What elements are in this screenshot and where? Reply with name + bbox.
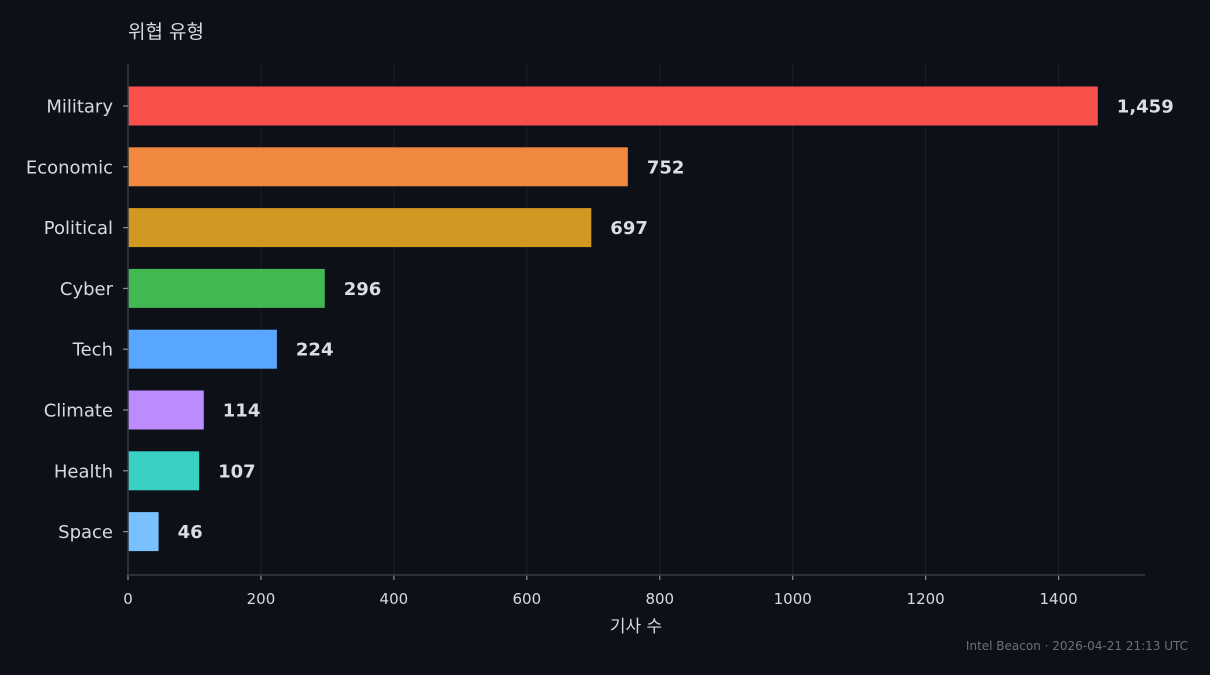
- y-tick-label-tech: Tech: [72, 340, 113, 361]
- bars: [128, 86, 1098, 552]
- value-label-military: 1,459: [1117, 97, 1174, 118]
- bar-military: [128, 86, 1098, 126]
- bar-political: [128, 208, 592, 248]
- y-tick-label-political: Political: [44, 218, 113, 239]
- bar-cyber: [128, 268, 325, 308]
- bar-health: [128, 451, 200, 491]
- axes: [123, 64, 1145, 580]
- x-tick-label: 200: [247, 590, 276, 608]
- y-tick-label-cyber: Cyber: [60, 279, 114, 300]
- bar-climate: [128, 390, 204, 430]
- y-tick-label-space: Space: [58, 522, 113, 543]
- value-label-space: 46: [178, 522, 203, 543]
- bar-space: [128, 512, 159, 552]
- footer-source: Intel Beacon · 2026-04-21 21:13 UTC: [966, 639, 1188, 653]
- x-tick-label: 600: [513, 590, 542, 608]
- labels: 0 200 400 600 800 1000 1200 1400 Military 1,459 Ec…: [26, 97, 1174, 609]
- value-label-political: 697: [610, 218, 648, 239]
- chart-title: 위협 유형: [128, 21, 204, 43]
- value-label-health: 107: [218, 461, 256, 482]
- y-tick-label-economic: Economic: [26, 157, 113, 178]
- value-label-climate: 114: [223, 401, 261, 422]
- x-axis-title: 기사 수: [610, 617, 662, 637]
- y-tick-label-military: Military: [46, 97, 113, 118]
- x-tick-label: 1400: [1039, 590, 1077, 608]
- grid-lines: [260, 64, 1060, 575]
- x-tick-label: 0: [123, 590, 133, 608]
- y-tick-label-climate: Climate: [44, 401, 113, 422]
- x-tick-label: 1000: [774, 590, 812, 608]
- value-label-cyber: 296: [344, 279, 382, 300]
- y-tick-label-health: Health: [54, 461, 113, 482]
- value-label-economic: 752: [647, 157, 685, 178]
- value-label-tech: 224: [296, 340, 334, 361]
- x-tick-label: 1200: [907, 590, 945, 608]
- x-tick-label: 800: [645, 590, 674, 608]
- bar-economic: [128, 147, 628, 187]
- x-tick-label: 400: [380, 590, 409, 608]
- bar-tech: [128, 329, 277, 369]
